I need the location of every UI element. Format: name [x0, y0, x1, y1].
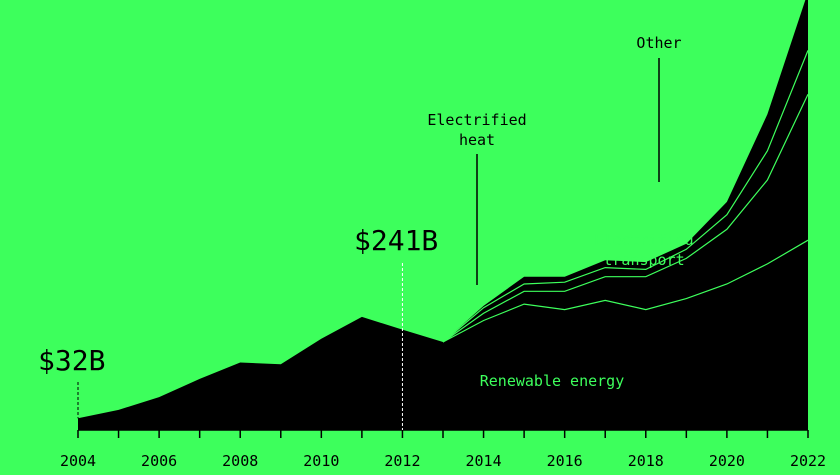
series-labels: Renewable energy Electrified transport Elec… — [427, 34, 693, 390]
x-tick-label-2004: 2004 — [60, 452, 96, 470]
x-tick-label-2020: 2020 — [709, 452, 745, 470]
series-label-other: Other — [636, 34, 681, 52]
series-label-electrified-transport: Electrified transport — [594, 231, 693, 269]
x-tick-label-2022: 2022 — [790, 452, 826, 470]
x-tick-label-2012: 2012 — [384, 452, 420, 470]
x-tick-label-2018: 2018 — [628, 452, 664, 470]
x-tick-label-2016: 2016 — [547, 452, 583, 470]
annotations: $32B $241B — [38, 224, 438, 430]
divider-electrified-transport — [442, 93, 809, 343]
x-tick-label-2014: 2014 — [465, 452, 501, 470]
x-tick-label-2006: 2006 — [141, 452, 177, 470]
x-axis: 2004 2006 2008 2010 2012 2014 2016 2018 2020 2022 — [60, 429, 826, 470]
divider-electrified-heat — [442, 50, 809, 343]
series-dividers — [442, 50, 809, 343]
x-tick-label-2010: 2010 — [303, 452, 339, 470]
areas-layer — [78, 0, 808, 430]
area-renewable-energy — [78, 240, 808, 430]
series-label-renewable-energy: Renewable energy — [480, 372, 625, 390]
series-label-electrified-heat: Electrified heat — [427, 111, 526, 149]
x-tick-label-2008: 2008 — [222, 452, 258, 470]
annotation-value-2012: $241B — [354, 224, 438, 257]
annotation-value-2004: $32B — [38, 344, 105, 377]
divider-renewable-energy — [442, 239, 809, 343]
